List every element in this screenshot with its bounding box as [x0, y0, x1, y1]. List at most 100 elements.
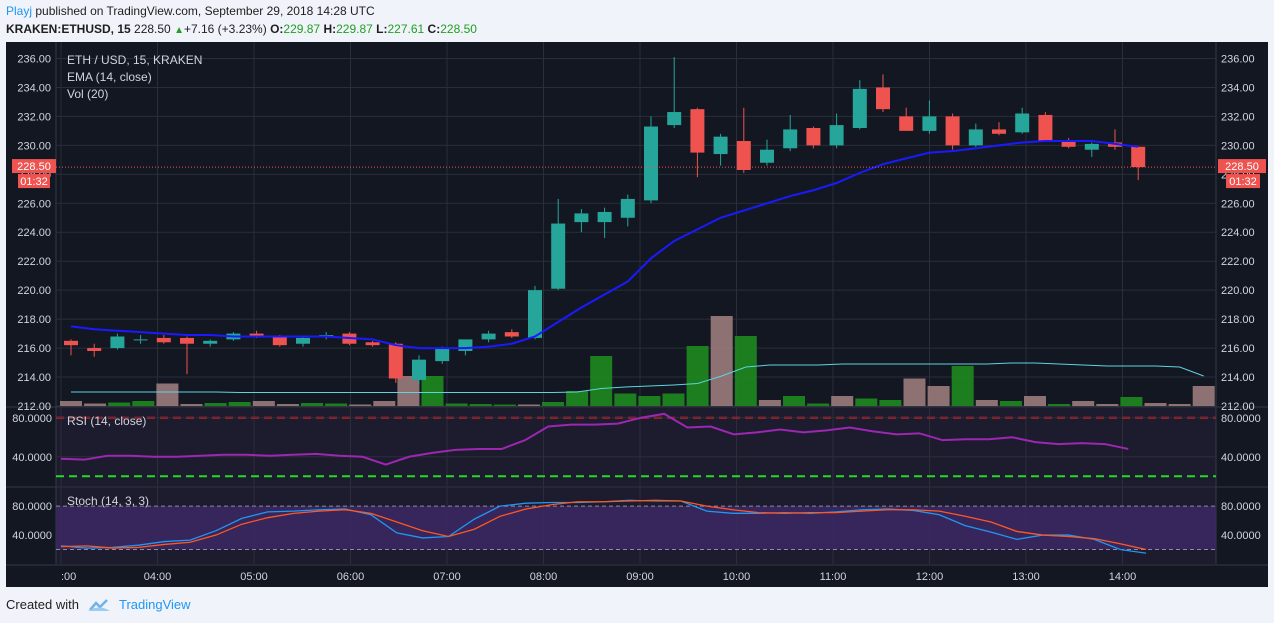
volume-bar: [734, 336, 757, 406]
candle-body: [1015, 113, 1030, 133]
rsi-tick-left: 40.0000: [12, 452, 52, 464]
chart-container[interactable]: 236.00 236.00 234.00 234.00 232.00 232.00 230.…: [6, 42, 1268, 587]
y-tick-left: 236.00: [17, 53, 51, 65]
rsi-legend: RSI (14, close): [67, 414, 146, 428]
x-tick-label: 06:00: [337, 571, 365, 583]
candle-body: [156, 337, 171, 343]
y-tick-right: 224.00: [1221, 227, 1255, 239]
last-price: 228.50: [134, 22, 171, 36]
y-tick-left: 216.00: [17, 343, 51, 355]
price-tag-left: [12, 159, 56, 174]
candle-body: [504, 332, 519, 337]
price-tag-right: [1218, 159, 1266, 174]
candle-body: [1038, 114, 1053, 142]
volume-bar: [1048, 404, 1071, 406]
countdown-tag-left-text: 01:32: [20, 176, 48, 188]
chart-svg[interactable]: 236.00 236.00 234.00 234.00 232.00 232.00 230.…: [6, 42, 1268, 587]
candle-body: [876, 87, 890, 110]
y-tick-right: 216.00: [1221, 343, 1255, 355]
candle-body: [922, 116, 937, 131]
candle-body: [736, 141, 751, 170]
y-tick-right: 214.00: [1221, 372, 1255, 384]
candle-body: [110, 336, 125, 349]
candle-body: [180, 337, 194, 344]
volume-bar: [614, 393, 637, 406]
x-tick-label: 11:00: [820, 571, 847, 583]
candle-body: [365, 342, 380, 346]
main-legend-0: ETH / USD, 15, KRAKEN: [67, 53, 202, 67]
volume-bar: [373, 401, 396, 406]
volume-ma-line: [71, 362, 1204, 393]
x-tick-label: 08:00: [530, 571, 558, 583]
volume-bar: [469, 404, 492, 406]
rsi-tick-left: 80.0000: [12, 413, 52, 425]
candle-body: [296, 337, 310, 344]
countdown-tag-right: [1226, 174, 1260, 189]
volume-bar: [758, 400, 781, 406]
volume-bar: [831, 396, 854, 406]
candle-body: [597, 211, 612, 223]
x-tick-label: 14:00: [1109, 571, 1137, 583]
volume-bar: [1096, 404, 1119, 406]
y-tick-left: 212.00: [17, 401, 51, 413]
symbol-label: KRAKEN:ETHUSD, 15: [6, 22, 131, 36]
volume-bar: [252, 401, 275, 406]
y-tick-left: 222.00: [17, 256, 51, 268]
y-tick-left: 218.00: [17, 314, 51, 326]
up-arrow-icon: ▲: [174, 25, 184, 36]
volume-bar: [132, 401, 155, 406]
stoch-tick-left: 40.0000: [12, 530, 52, 542]
volume-bar: [325, 403, 348, 406]
candle-body: [783, 129, 798, 149]
candle-body: [412, 359, 426, 380]
volume-bar: [108, 402, 131, 406]
candle-body: [87, 348, 102, 351]
y-tick-right: 230.00: [1221, 140, 1255, 152]
close-label: C:: [427, 22, 441, 36]
tradingview-link[interactable]: TradingView: [118, 597, 191, 612]
candle-body: [760, 149, 774, 163]
candle-body: [829, 125, 844, 146]
y-tick-right: 226.00: [1221, 198, 1255, 210]
y-tick-right: 234.00: [1221, 82, 1255, 94]
volume-bar: [180, 404, 203, 406]
candle-body: [667, 112, 682, 126]
price-change: +7.16 (+3.23%): [183, 22, 267, 36]
volume-bar: [60, 401, 82, 406]
volume-bar: [517, 404, 540, 406]
y-tick-left: 230.00: [17, 140, 51, 152]
x-tick-label: 12:00: [916, 571, 944, 583]
x-tick-label: 04:00: [144, 571, 172, 583]
author-link[interactable]: Playj: [6, 4, 33, 18]
candle-body: [528, 290, 542, 338]
volume-bar: [228, 402, 251, 406]
x-tick-label: :00: [61, 571, 76, 583]
volume-bar: [1192, 386, 1215, 406]
candle-body: [481, 333, 496, 340]
candle-body: [272, 336, 287, 346]
candle-body: [899, 116, 914, 131]
price-tag-left-text: 228.50: [17, 161, 51, 173]
candle-body: [620, 198, 635, 218]
volume-bar: [590, 356, 613, 406]
volume-bar: [1144, 403, 1167, 406]
candle-body: [968, 129, 983, 146]
volume-bar: [710, 316, 733, 406]
candle-body: [1084, 143, 1099, 150]
x-tick-label: 13:00: [1012, 571, 1040, 583]
high-label: H:: [323, 22, 337, 36]
y-tick-right: 218.00: [1221, 314, 1255, 326]
symbol-info: KRAKEN:ETHUSD, 15 228.50 ▲+7.16 (+3.23%)…: [6, 22, 477, 36]
candle-body: [690, 109, 705, 153]
candle-body: [713, 136, 728, 155]
candle-body: [806, 127, 821, 146]
rsi-pane-bg: [56, 408, 1216, 486]
y-tick-right: 212.00: [1221, 401, 1255, 413]
volume-bar: [903, 378, 926, 406]
close-value: 228.50: [440, 22, 477, 36]
x-tick-label: 05:00: [240, 571, 268, 583]
volume-bar: [975, 400, 998, 406]
volume-bar: [855, 398, 878, 406]
y-tick-right: 220.00: [1221, 285, 1255, 297]
volume-bar: [421, 376, 444, 406]
